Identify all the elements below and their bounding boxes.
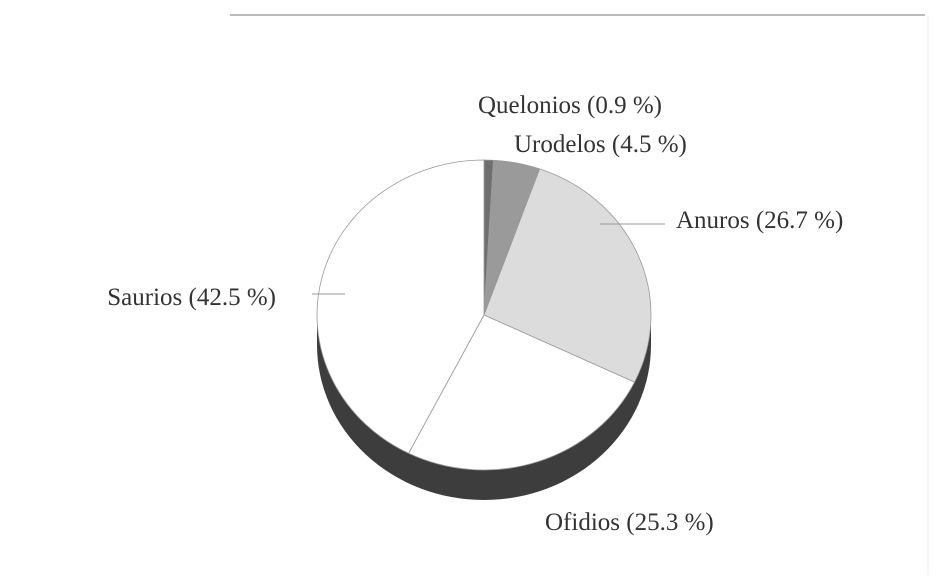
slice-label: Anuros (26.7 %) [676, 207, 843, 234]
pie-slice [408, 314, 636, 471]
slice-label: Saurios (42.5 %) [107, 284, 276, 311]
leader-line [499, 169, 506, 181]
slice-label: Urodelos (4.5 %) [514, 131, 687, 158]
slice-label: Ofidios (25.3 %) [545, 509, 714, 536]
slice-label: Quelonios (0.9 %) [478, 92, 662, 119]
pie-slice [483, 168, 652, 383]
pie-slice [316, 159, 485, 454]
